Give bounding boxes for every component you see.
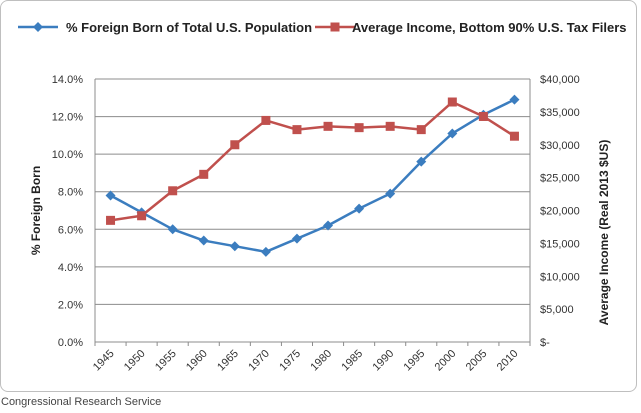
legend-label-1: % Foreign Born of Total U.S. Population [66,20,312,35]
series-line-2 [110,100,516,222]
series-line-1 [109,98,516,254]
left-tick-label: 4.0% [58,262,83,274]
data-point [291,233,302,244]
chart-frame [0,0,637,392]
left-tick-label: 10.0% [52,149,83,161]
x-tick-label: 1995 [402,348,428,374]
data-point [447,97,457,107]
data-point [478,111,488,121]
right-tick-label: $- [540,337,550,349]
x-tick-label: 1980 [308,348,334,374]
legend-marker-2 [330,22,340,32]
right-tick-label: $20,000 [540,206,580,218]
data-point [137,211,147,221]
data-point [416,156,427,167]
x-tick-label: 1990 [371,348,397,374]
x-tick-label: 2000 [433,348,459,374]
data-point [105,190,116,201]
x-tick-label: 2005 [464,348,490,374]
legend-marker-1 [33,22,43,32]
data-point [199,169,209,179]
data-point [168,186,178,196]
data-point [509,94,520,105]
left-tick-label: 8.0% [58,187,83,199]
data-point [229,241,240,252]
x-tick-label: 1955 [153,348,179,374]
data-point [323,220,334,231]
x-tick-label: 1975 [277,348,303,374]
data-point [292,125,302,135]
right-axis-title: Average Income (Real 2013 $US) [597,140,611,326]
data-point [106,215,116,225]
left-tick-label: 0.0% [58,337,83,349]
data-point [416,125,426,135]
left-tick-label: 2.0% [58,299,83,311]
right-tick-label: $30,000 [540,140,580,152]
legend-label-2: Average Income, Bottom 90% U.S. Tax File… [352,20,627,35]
x-tick-label: 2010 [495,348,521,374]
x-tick-label: 1950 [122,348,148,374]
data-point [323,121,333,131]
right-tick-label: $35,000 [540,107,580,119]
left-tick-label: 12.0% [52,112,83,124]
x-tick-label: 1945 [91,348,117,374]
x-tick-label: 1965 [215,348,241,374]
data-point [167,224,178,235]
dual-axis-line-chart: 0.0% 2.0% 4.0% 6.0% 8.0% 10.0% 12.0% 14.0% $- $5,… [18,20,627,374]
source-credit: Congressional Research Service [1,396,162,408]
data-point [354,123,364,133]
x-tick-label: 1970 [246,348,272,374]
data-point [385,121,395,131]
data-point [198,235,209,246]
right-tick-label: $40,000 [540,74,580,86]
data-point [260,246,271,257]
data-point [509,131,519,141]
right-tick-label: $5,000 [540,304,574,316]
left-axis-title: % Foreign Born [29,166,43,255]
x-tick-label: 1985 [339,348,365,374]
right-tick-label: $25,000 [540,173,580,185]
data-point [354,203,365,214]
data-point [261,115,271,125]
data-point [230,140,240,150]
right-tick-label: $15,000 [540,238,580,250]
left-tick-label: 6.0% [58,224,83,236]
x-tick-label: 1960 [184,348,210,374]
left-tick-label: 14.0% [52,74,83,86]
right-tick-label: $10,000 [540,271,580,283]
data-point [385,188,396,199]
data-point [447,128,458,139]
